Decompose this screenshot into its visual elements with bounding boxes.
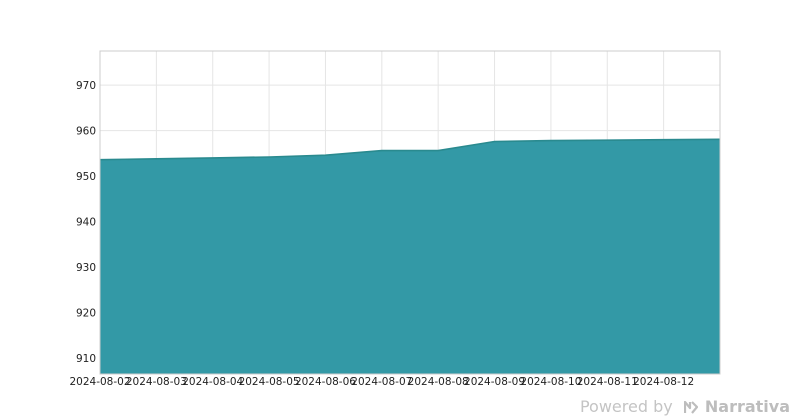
area-fill [100, 139, 720, 374]
x-tick-label: 2024-08-09 [464, 376, 525, 388]
y-tick-label: 940 [76, 217, 96, 229]
x-tick-label: 2024-08-07 [351, 376, 412, 388]
plot-frame [99, 50, 721, 375]
y-axis: 910 920 930 940 950 960 970 [76, 80, 96, 365]
x-tick-label: 2024-08-05 [239, 376, 300, 388]
y-tick-label: 930 [76, 262, 96, 274]
area-line [99, 138, 721, 161]
y-tick-label: 920 [76, 308, 96, 320]
y-tick-label: 950 [76, 171, 96, 183]
x-axis: 2024-08-022024-08-032024-08-042024-08-05… [69, 376, 694, 388]
powered-by-footer: Powered by Narrativa [580, 397, 790, 416]
x-tick-label: 2024-08-04 [182, 376, 243, 388]
brand-name: Narrativa [704, 397, 790, 416]
y-tick-label: 970 [76, 80, 96, 92]
y-tick-label: 960 [76, 126, 96, 138]
y-tick-label: 910 [76, 353, 96, 365]
x-tick-label: 2024-08-03 [126, 376, 187, 388]
x-tick-label: 2024-08-12 [633, 376, 694, 388]
powered-by-text: Powered by [579, 397, 673, 416]
narrativa-logo-icon [683, 401, 698, 414]
x-tick-label: 2024-08-08 [408, 376, 469, 388]
x-tick-label: 2024-08-11 [577, 376, 638, 388]
x-tick-label: 2024-08-02 [69, 376, 130, 388]
x-tick-label: 2024-08-06 [295, 376, 356, 388]
x-tick-label: 2024-08-10 [520, 376, 581, 388]
